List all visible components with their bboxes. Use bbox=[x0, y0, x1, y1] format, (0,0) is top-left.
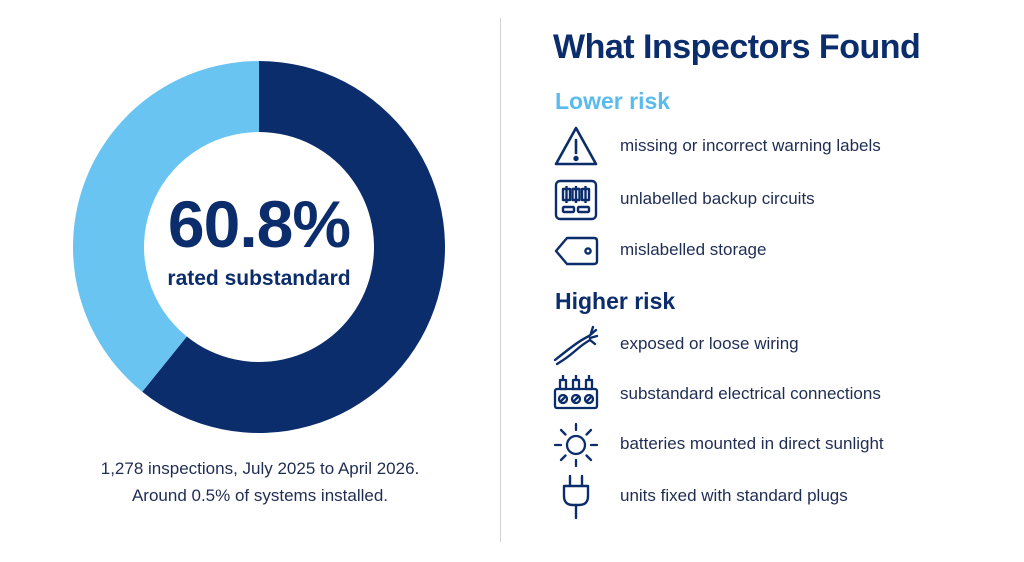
findings-panel: What Inspectors Found Lower risk missing… bbox=[553, 0, 1013, 562]
lower-risk-heading: Lower risk bbox=[555, 88, 671, 114]
center-caption: rated substandard bbox=[167, 267, 351, 290]
list-item: substandard electrical connections bbox=[553, 372, 1013, 418]
donut-slice-substandard bbox=[142, 61, 446, 433]
sun-icon bbox=[553, 422, 599, 468]
vertical-divider bbox=[500, 18, 501, 542]
footnote-line-2: Around 0.5% of systems installed. bbox=[131, 486, 389, 505]
chart-panel: 60.8% rated substandard 1,278 inspection… bbox=[0, 0, 500, 562]
circuit-panel-icon bbox=[553, 177, 599, 223]
findings-title: What Inspectors Found bbox=[553, 28, 921, 66]
item-label: exposed or loose wiring bbox=[620, 334, 799, 353]
list-item: units fixed with standard plugs bbox=[553, 474, 1013, 520]
tag-icon bbox=[553, 228, 599, 274]
higher-risk-heading: Higher risk bbox=[555, 288, 676, 314]
list-item: mislabelled storage bbox=[553, 228, 1013, 274]
item-label: units fixed with standard plugs bbox=[620, 486, 848, 505]
donut-center-label: 60.8% rated substandard bbox=[159, 186, 359, 294]
plug-icon bbox=[553, 474, 599, 520]
item-label: batteries mounted in direct sunlight bbox=[620, 434, 884, 453]
loose-wire-icon bbox=[553, 322, 599, 368]
list-item: unlabelled backup circuits bbox=[553, 177, 1013, 223]
donut-slice-remainder bbox=[72, 60, 259, 392]
center-value: 60.8% bbox=[167, 187, 351, 261]
chart-footnote: 1,278 inspections, July 2025 to April 20… bbox=[60, 455, 460, 509]
footnote-line-1: 1,278 inspections, July 2025 to April 20… bbox=[100, 459, 420, 478]
item-label: unlabelled backup circuits bbox=[620, 189, 815, 208]
item-label: substandard electrical connections bbox=[620, 384, 881, 403]
item-label: mislabelled storage bbox=[620, 240, 767, 259]
item-label: missing or incorrect warning labels bbox=[620, 136, 881, 155]
terminal-block-icon bbox=[553, 372, 599, 418]
list-item: exposed or loose wiring bbox=[553, 322, 1013, 368]
list-item: batteries mounted in direct sunlight bbox=[553, 422, 1013, 468]
donut-chart bbox=[72, 60, 446, 433]
list-item: missing or incorrect warning labels bbox=[553, 124, 1013, 170]
warning-triangle-icon bbox=[553, 124, 599, 170]
